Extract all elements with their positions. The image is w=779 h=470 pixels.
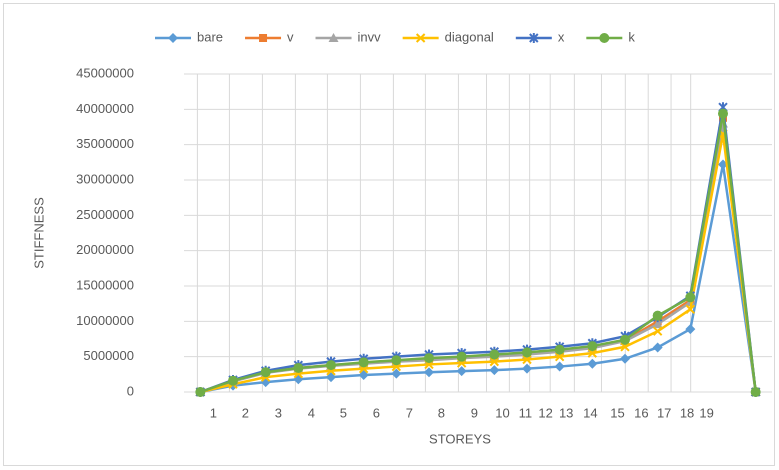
- marker: [424, 367, 434, 378]
- marker: [718, 108, 728, 119]
- legend-label: bare: [197, 29, 223, 44]
- x-tick-label: 2: [242, 405, 249, 420]
- marker: [424, 353, 434, 364]
- marker: [599, 33, 610, 43]
- marker: [195, 387, 206, 397]
- marker: [529, 33, 539, 43]
- marker: [685, 292, 696, 303]
- marker: [456, 351, 467, 362]
- x-tick-label: 1: [210, 405, 217, 420]
- marker: [620, 334, 630, 345]
- x-tick-label: 7: [406, 405, 413, 420]
- y-tick-label: 45000000: [76, 65, 134, 80]
- x-tick-label: 11: [519, 405, 533, 420]
- x-tick-label: 4: [308, 405, 315, 420]
- marker: [620, 353, 630, 364]
- x-tick-label: 5: [340, 405, 347, 420]
- marker: [587, 358, 598, 369]
- chart-border: [3, 3, 775, 466]
- y-tick-label: 10000000: [76, 313, 134, 328]
- marker: [652, 310, 663, 321]
- marker: [168, 33, 178, 43]
- x-tick-label: 14: [583, 405, 597, 420]
- marker: [358, 357, 369, 368]
- marker: [587, 348, 598, 358]
- marker: [391, 355, 402, 366]
- y-tick-label: 40000000: [76, 101, 134, 116]
- x-tick-label: 13: [559, 405, 573, 420]
- marker: [554, 361, 565, 372]
- x-tick-label: 10: [495, 405, 509, 420]
- marker: [489, 356, 500, 367]
- marker: [554, 351, 565, 362]
- marker: [522, 347, 532, 358]
- x-tick-label: 3: [275, 405, 282, 420]
- marker: [587, 341, 598, 352]
- legend-label: diagonal: [445, 29, 494, 44]
- marker: [652, 342, 663, 353]
- marker: [328, 33, 339, 42]
- marker: [522, 363, 532, 374]
- x-axis-label: STOREYS: [429, 431, 491, 446]
- series: [195, 159, 761, 397]
- x-tick-label: 15: [610, 405, 624, 420]
- x-tick-label: 8: [438, 405, 445, 420]
- marker: [293, 362, 304, 373]
- marker: [620, 342, 630, 352]
- y-tick-label: 30000000: [76, 171, 134, 186]
- marker: [652, 326, 663, 336]
- y-tick-label: 35000000: [76, 136, 134, 151]
- x-tick-label: 12: [538, 405, 552, 420]
- x-tick-label: 16: [634, 405, 648, 420]
- y-axis-label: STIFFNESS: [31, 197, 46, 269]
- marker: [652, 319, 663, 329]
- legend-label: x: [558, 29, 565, 44]
- marker: [489, 365, 500, 376]
- marker: [228, 375, 238, 386]
- marker: [415, 33, 426, 43]
- marker: [554, 344, 565, 355]
- legend-label: k: [628, 29, 635, 44]
- y-tick-label: 25000000: [76, 207, 134, 222]
- marker: [259, 34, 268, 42]
- legend-label: v: [287, 29, 294, 44]
- series-line: [199, 113, 757, 394]
- series-line: [200, 133, 757, 394]
- marker: [685, 304, 696, 315]
- x-tick-label: 9: [471, 405, 478, 420]
- x-tick-label: 17: [657, 405, 671, 420]
- y-tick-label: 0: [127, 383, 134, 398]
- series: [195, 108, 761, 397]
- legend-label: invv: [358, 29, 382, 44]
- x-tick-label: 18: [680, 405, 694, 420]
- y-tick-label: 5000000: [83, 348, 134, 363]
- y-tick-label: 15000000: [76, 277, 134, 292]
- marker: [750, 387, 761, 397]
- x-tick-label: 6: [373, 405, 380, 420]
- marker: [456, 366, 467, 377]
- marker: [685, 324, 696, 335]
- marker: [260, 367, 271, 378]
- marker: [326, 360, 336, 371]
- x-tick-label: 19: [699, 405, 713, 420]
- marker: [391, 368, 402, 379]
- y-tick-label: 20000000: [76, 242, 134, 257]
- marker: [522, 354, 532, 365]
- marker: [489, 349, 500, 360]
- series-line: [200, 164, 757, 394]
